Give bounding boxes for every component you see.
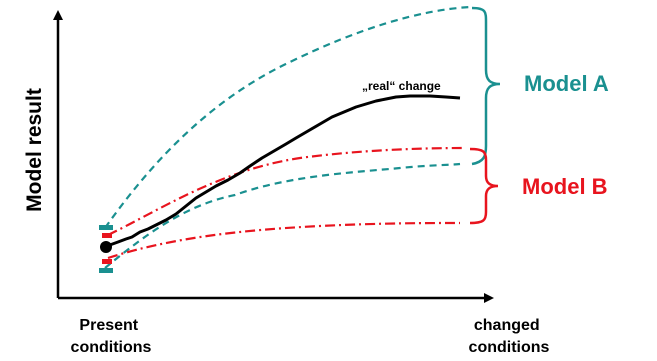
model-a-upper-curve [104,5,471,229]
model-b-label: Model B [522,174,608,199]
model-a-brace [471,6,501,166]
model-a-label: Model A [524,71,609,96]
present-conditions-point [100,241,112,253]
model-b-brace [469,147,499,225]
x-axis-end-label-line2: conditions [469,339,550,356]
model-b-lower-curve [107,221,461,260]
x-axis-start-label: Present conditions [71,317,152,356]
x-axis-end-label: changed conditions [469,317,550,356]
x-axis-end-label-line1: changed [474,317,540,334]
model-a-start-marker-upper [99,225,113,230]
real-change-label: „real“ change [362,79,441,93]
real-change-curve [106,94,461,248]
model-b-start-marker-lower [102,259,112,264]
model-a-lower-curve [104,162,461,269]
x-axis-start-label-line2: conditions [71,339,152,356]
x-axis-start-label-line1: Present [79,317,138,334]
model-b-upper-curve [107,146,466,236]
model-a-start-marker-lower [99,268,113,273]
y-axis-label: Model result [23,88,46,212]
model-b-start-marker-upper [102,233,112,238]
